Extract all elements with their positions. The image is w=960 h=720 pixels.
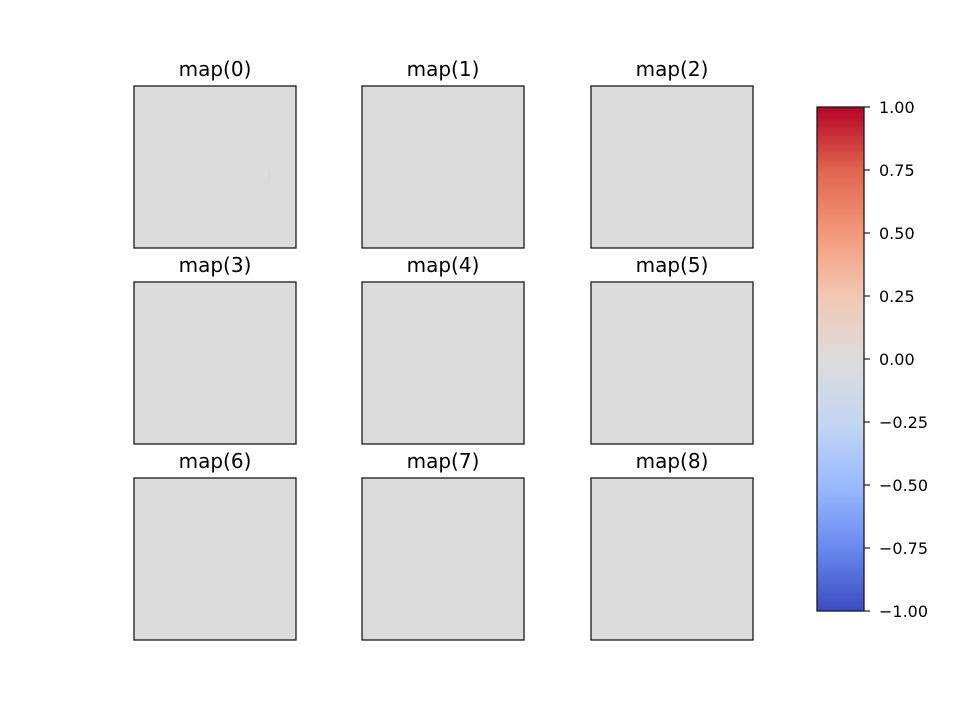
heatmap-background: [362, 478, 524, 640]
heatmap-background: [591, 86, 753, 248]
heatmap-frame: [590, 477, 754, 641]
heatmap-background: [362, 282, 524, 444]
heatmap-frame: [590, 85, 754, 249]
heatmap-panel: map(4): [361, 253, 525, 445]
heatmap-background: [134, 86, 296, 248]
panel-title: map(6): [179, 449, 252, 473]
panel-title: map(7): [407, 449, 480, 473]
colorbar-tick-label: 1.00: [879, 98, 915, 117]
heatmap-panel: map(8): [590, 449, 754, 641]
panel-title: map(2): [636, 57, 709, 81]
heatmap-frame: [133, 477, 297, 641]
heatmap-panel: map(6): [133, 449, 297, 641]
colorbar-tick-label: −1.00: [879, 602, 928, 621]
panel-title: map(0): [179, 57, 252, 81]
colorbar-tick-label: 0.50: [879, 224, 915, 243]
heatmap-panel: map(7): [361, 449, 525, 641]
panel-title: map(1): [407, 57, 480, 81]
heatmap-background: [591, 478, 753, 640]
heatmap-frame: [361, 477, 525, 641]
heatmap-frame: [133, 85, 297, 249]
heatmap-panel: map(3): [133, 253, 297, 445]
panel-title: map(8): [636, 449, 709, 473]
heatmap-panel: map(1): [361, 57, 525, 249]
colorbar-tick-label: 0.25: [879, 287, 915, 306]
colorbar-tick-label: −0.50: [879, 476, 928, 495]
panel-title: map(4): [407, 253, 480, 277]
colorbar-tick-label: 0.00: [879, 350, 915, 369]
colorbar-tick-label: −0.25: [879, 413, 928, 432]
heatmap-background: [134, 478, 296, 640]
heatmap-frame: [361, 85, 525, 249]
colorbar-tick-label: −0.75: [879, 539, 928, 558]
panel-title: map(3): [179, 253, 252, 277]
heatmap-panel: map(0): [133, 57, 297, 249]
heatmap-background: [134, 282, 296, 444]
heatmap-frame: [590, 281, 754, 445]
heatmap-panel: map(2): [590, 57, 754, 249]
heatmap-background: [362, 86, 524, 248]
panel-title: map(5): [636, 253, 709, 277]
heatmap-background: [591, 282, 753, 444]
heatmap-frame: [133, 281, 297, 445]
colorbar-gradient: [817, 107, 864, 611]
heatmap-frame: [361, 281, 525, 445]
heatmap-panel: map(5): [590, 253, 754, 445]
colorbar: 1.00 0.75 0.50 0.25 0.00 −0.25 −0.50 −0.75 −1.00: [816, 98, 928, 621]
heatmap-panels: map(0) map(1) map(2) map(3) map(4) map(5) map(…: [133, 57, 754, 641]
colorbar-tick-label: 0.75: [879, 161, 915, 180]
